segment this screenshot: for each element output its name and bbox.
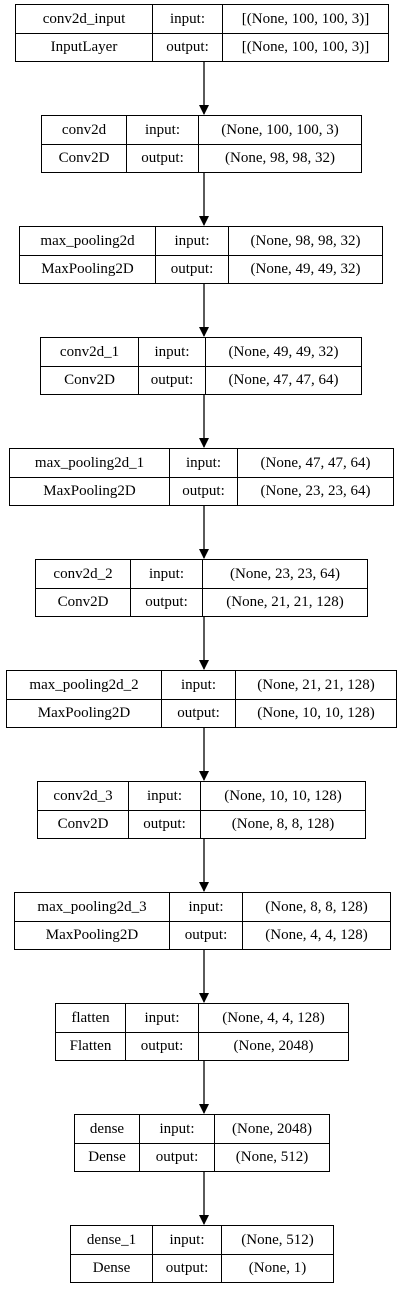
output-label: output: <box>182 482 225 499</box>
input-label: input: <box>154 343 190 360</box>
layer-name: max_pooling2d_3 <box>37 898 147 915</box>
layer-name: conv2d <box>61 121 107 138</box>
output-label: output: <box>143 815 186 832</box>
input-shape: (None, 10, 10, 128) <box>224 787 342 804</box>
layer-node-conv2d-input: conv2d_input InputLayer input: output: [(Non… <box>15 4 389 62</box>
output-label: output: <box>165 1259 209 1276</box>
input-label: input: <box>144 1009 180 1026</box>
output-shape: (None, 23, 23, 64) <box>260 482 371 499</box>
output-shape: [(None, 100, 100, 3)] <box>241 38 370 55</box>
output-label: output: <box>170 260 214 277</box>
input-label: input: <box>159 1120 195 1137</box>
layer-type: Conv2D <box>57 593 109 610</box>
input-label: input: <box>188 898 224 915</box>
row-divider <box>41 366 361 367</box>
row-divider <box>15 921 390 922</box>
row-divider <box>75 1143 329 1144</box>
layer-name: max_pooling2d <box>40 232 135 249</box>
layer-node-max-pooling2d-3: max_pooling2d_3 MaxPooling2D input: output:… <box>14 892 391 950</box>
layer-name: conv2d_2 <box>53 565 113 582</box>
row-divider <box>20 255 382 256</box>
output-label: output: <box>140 1037 184 1054</box>
output-label: output: <box>166 38 209 55</box>
layer-type: Flatten <box>69 1037 112 1054</box>
output-label: output: <box>145 593 188 610</box>
input-shape: (None, 4, 4, 128) <box>222 1009 325 1026</box>
input-label: input: <box>144 121 180 138</box>
output-shape: (None, 47, 47, 64) <box>228 371 339 388</box>
input-shape: (None, 100, 100, 3) <box>221 121 339 138</box>
layer-type: Conv2D <box>57 815 109 832</box>
layer-name: max_pooling2d_2 <box>29 676 139 693</box>
row-divider <box>7 699 396 700</box>
layer-type: MaxPooling2D <box>41 260 134 277</box>
row-divider <box>38 810 365 811</box>
layer-node-max-pooling2d-1: max_pooling2d_1 MaxPooling2D input: output:… <box>9 448 394 506</box>
row-divider <box>10 477 393 478</box>
layer-name: dense_1 <box>86 1231 137 1248</box>
input-shape: (None, 23, 23, 64) <box>230 565 340 582</box>
row-divider <box>56 1032 348 1033</box>
input-label: input: <box>185 454 221 471</box>
input-shape: (None, 47, 47, 64) <box>260 454 371 471</box>
output-label: output: <box>150 371 194 388</box>
output-label: output: <box>184 926 228 943</box>
output-shape: (None, 10, 10, 128) <box>257 704 375 721</box>
input-label: input: <box>180 676 216 693</box>
layer-type: Conv2D <box>64 371 115 388</box>
layer-name: conv2d_input <box>42 10 126 27</box>
layer-type: MaxPooling2D <box>43 482 136 499</box>
layer-name: conv2d_1 <box>59 343 120 360</box>
output-shape: (None, 8, 8, 128) <box>231 815 335 832</box>
layer-type: InputLayer <box>50 38 118 55</box>
layer-type: Dense <box>92 1259 131 1276</box>
layer-name: conv2d_3 <box>53 787 113 804</box>
row-divider <box>42 144 361 145</box>
layer-node-flatten: flatten Flatten input: output: (None, 4, 4, … <box>55 1003 349 1061</box>
output-shape: (None, 2048) <box>233 1037 314 1054</box>
layer-name: dense <box>89 1120 125 1137</box>
output-label: output: <box>141 149 184 166</box>
layer-name: max_pooling2d_1 <box>34 454 145 471</box>
layer-node-conv2d-1: conv2d_1 Conv2D input: output: (None, 49, 49… <box>40 337 362 395</box>
output-shape: (None, 512) <box>235 1148 309 1165</box>
layer-name: flatten <box>71 1009 110 1026</box>
input-label: input: <box>148 565 184 582</box>
input-label: input: <box>169 1231 205 1248</box>
layer-node-conv2d: conv2d Conv2D input: output: (None, 100, 100… <box>41 115 362 173</box>
layer-type: Conv2D <box>58 149 110 166</box>
output-shape: (None, 21, 21, 128) <box>226 593 344 610</box>
row-divider <box>36 588 367 589</box>
input-shape: [(None, 100, 100, 3)] <box>241 10 370 27</box>
layer-node-max-pooling2d-2: max_pooling2d_2 MaxPooling2D input: output:… <box>6 670 397 728</box>
output-label: output: <box>155 1148 199 1165</box>
input-shape: (None, 49, 49, 32) <box>228 343 339 360</box>
layer-node-max-pooling2d: max_pooling2d MaxPooling2D input: output: (N… <box>19 226 383 284</box>
input-shape: (None, 512) <box>241 1231 314 1248</box>
layer-node-conv2d-3: conv2d_3 Conv2D input: output: (None, 10, 10… <box>37 781 366 839</box>
layer-node-dense: dense Dense input: output: (None, 2048) (None… <box>74 1114 330 1172</box>
layer-node-conv2d-2: conv2d_2 Conv2D input: output: (None, 23, 23… <box>35 559 368 617</box>
input-shape: (None, 21, 21, 128) <box>257 676 375 693</box>
layer-type: MaxPooling2D <box>37 704 131 721</box>
layer-type: Dense <box>88 1148 126 1165</box>
output-shape: (None, 1) <box>248 1259 307 1276</box>
layer-node-dense-1: dense_1 Dense input: output: (None, 512) (Non… <box>70 1225 334 1283</box>
output-label: output: <box>177 704 220 721</box>
layer-type: MaxPooling2D <box>45 926 139 943</box>
output-shape: (None, 4, 4, 128) <box>265 926 368 943</box>
output-shape: (None, 98, 98, 32) <box>225 149 335 166</box>
output-shape: (None, 49, 49, 32) <box>250 260 361 277</box>
input-shape: (None, 98, 98, 32) <box>250 232 361 249</box>
input-label: input: <box>169 10 205 27</box>
input-shape: (None, 2048) <box>232 1120 312 1137</box>
row-divider <box>16 33 388 34</box>
row-divider <box>71 1254 333 1255</box>
input-label: input: <box>146 787 182 804</box>
input-shape: (None, 8, 8, 128) <box>265 898 368 915</box>
input-label: input: <box>174 232 210 249</box>
